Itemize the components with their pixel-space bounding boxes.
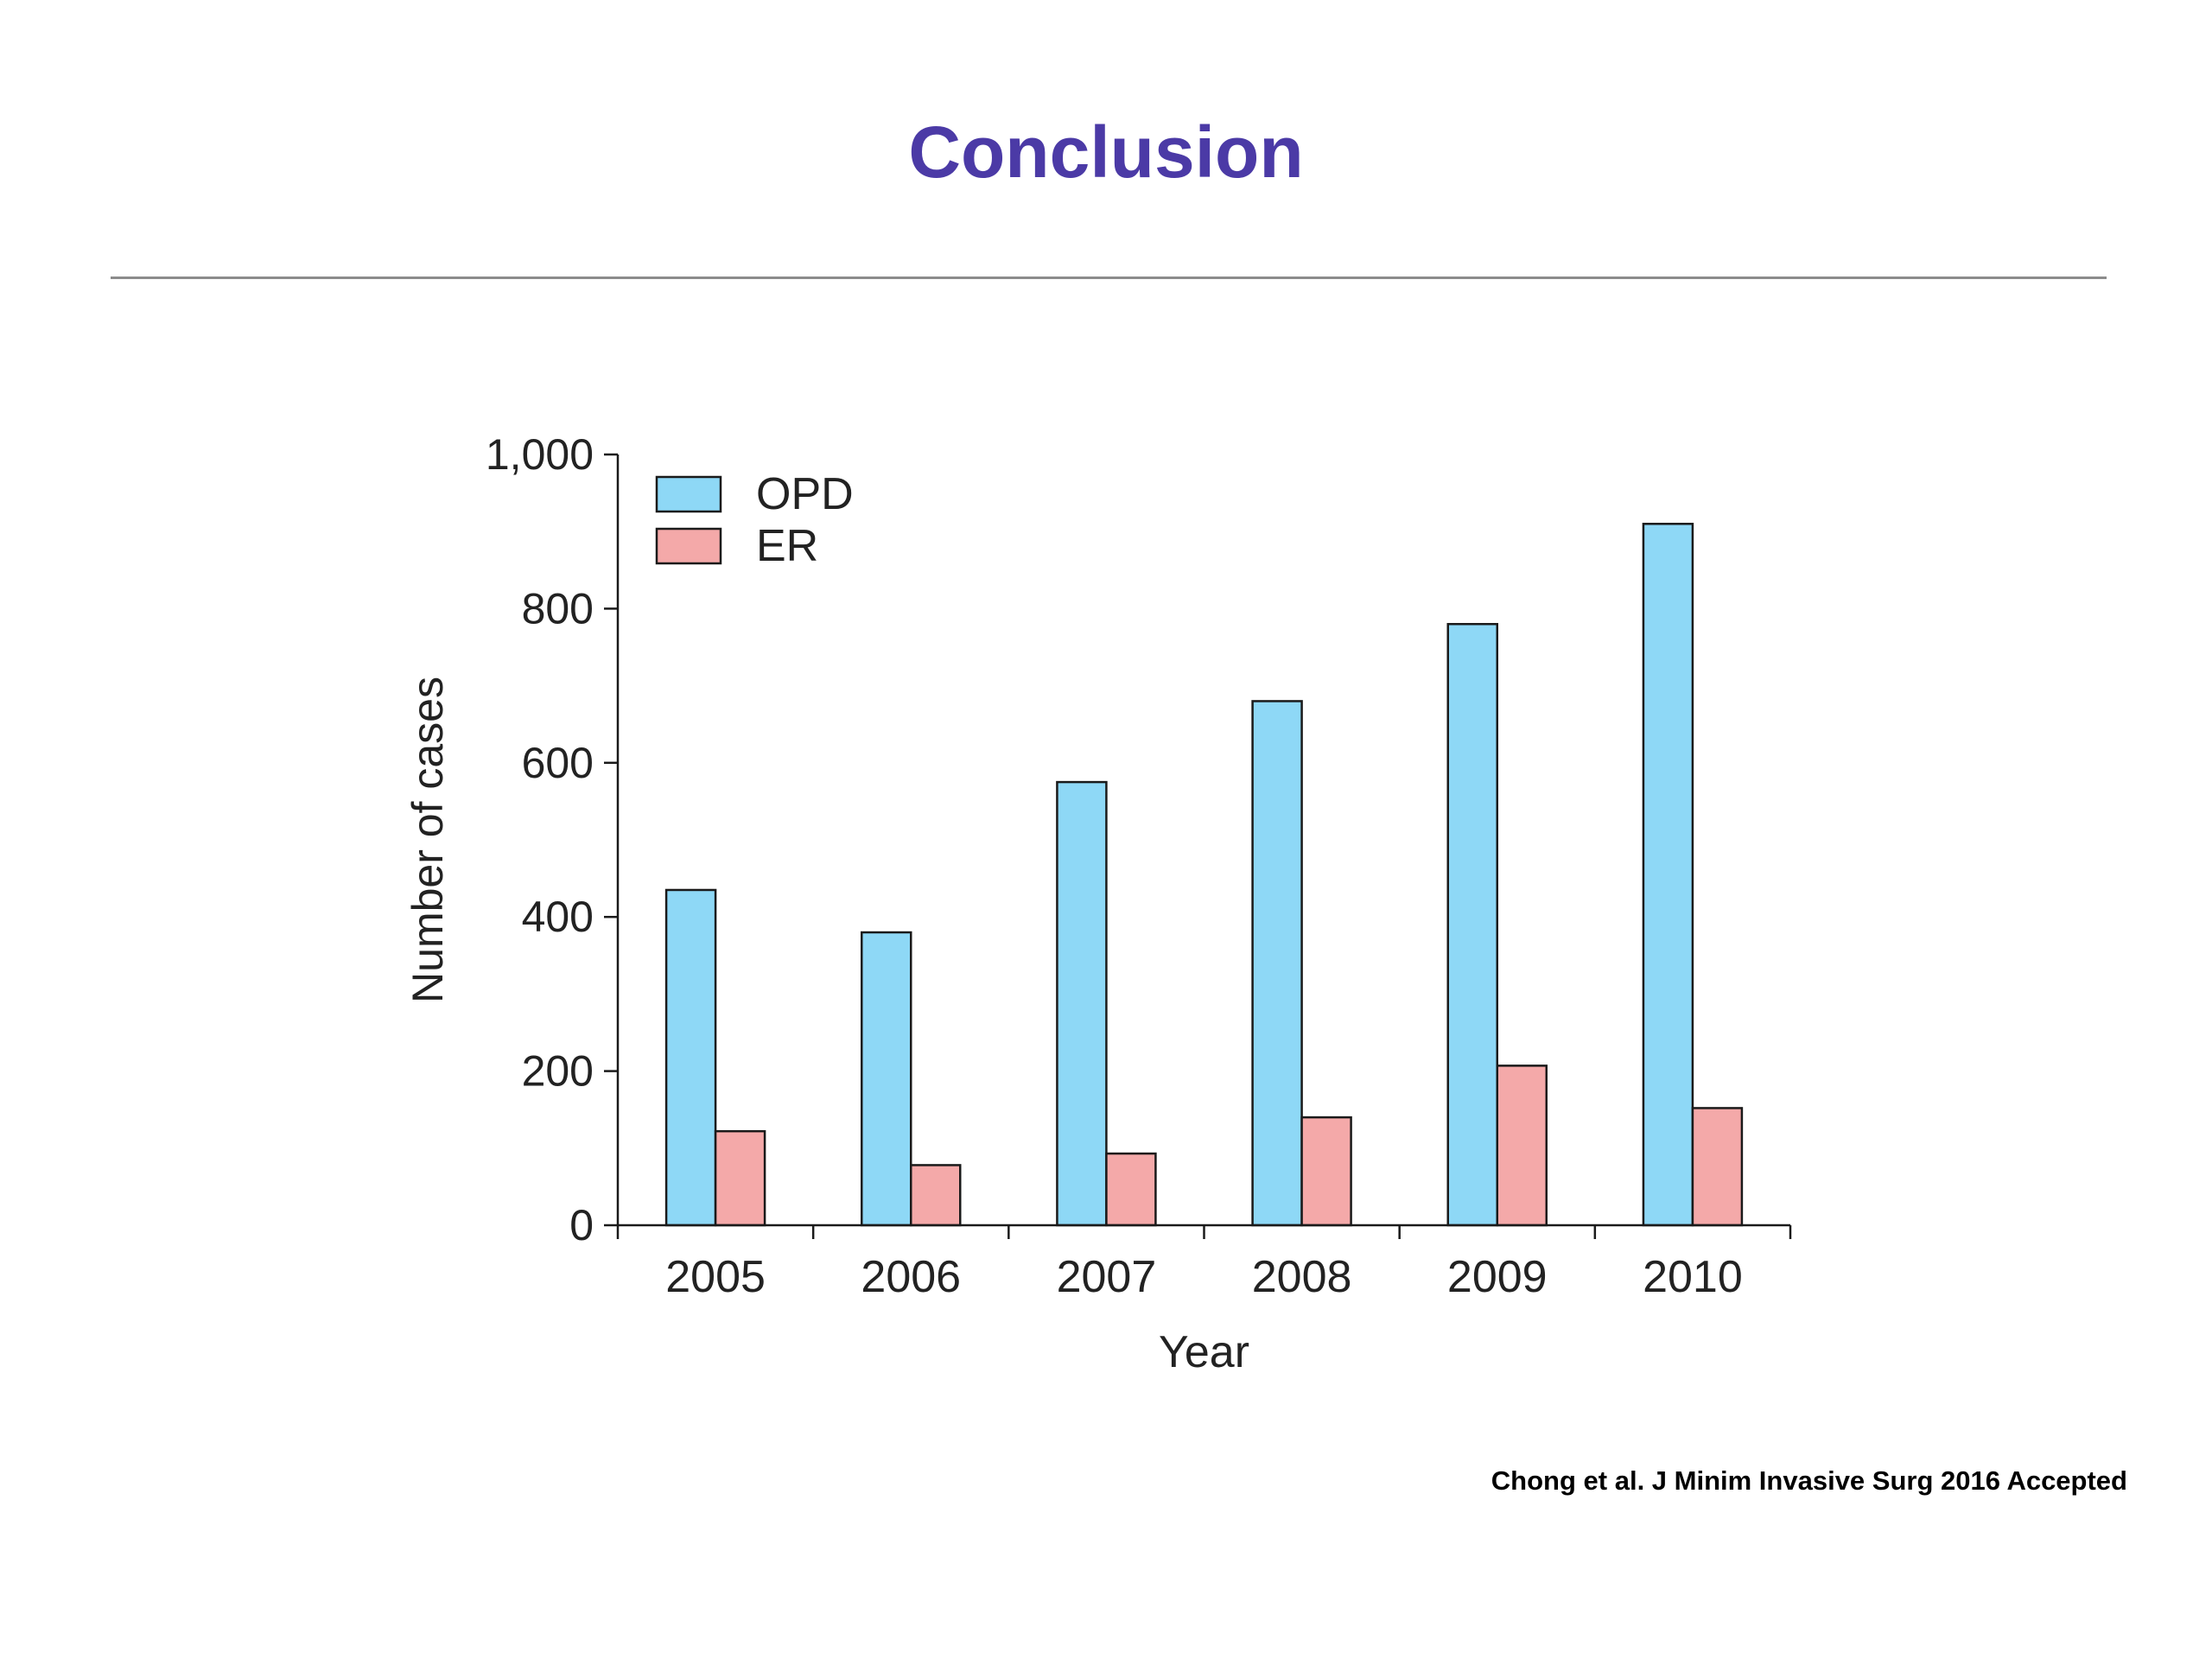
legend-label-opd: OPD xyxy=(756,469,854,519)
axes-layer: 0 200 400 600 800 1,000 2005 2006 2007 2008 2009 20… xyxy=(486,430,1792,1377)
y-tick-label: 200 xyxy=(522,1047,594,1096)
x-axis-label: Year xyxy=(1159,1327,1249,1377)
y-tick-label: 1,000 xyxy=(486,430,594,479)
x-tick-label-2008: 2008 xyxy=(1252,1252,1352,1302)
slide-title: Conclusion xyxy=(908,111,1304,193)
bar-opd-2005 xyxy=(664,888,717,1227)
bar-opd-2009 xyxy=(1446,622,1498,1227)
legend-swatch-er xyxy=(655,527,722,565)
y-axis-label-group: Number of cases xyxy=(404,677,452,1003)
legend-label-er: ER xyxy=(756,521,818,571)
x-tick-label-2009: 2009 xyxy=(1447,1252,1548,1302)
legend-swatch-opd xyxy=(655,475,722,513)
bar-opd-2008 xyxy=(1251,700,1303,1227)
bar-er-2009 xyxy=(1496,1065,1548,1227)
bar-opd-2010 xyxy=(1642,523,1694,1227)
x-tick-label-2005: 2005 xyxy=(665,1252,766,1302)
x-tick-label-2010: 2010 xyxy=(1643,1252,1743,1302)
y-tick-label: 600 xyxy=(522,739,594,787)
bar-opd-2006 xyxy=(861,931,912,1227)
x-tick-label-2007: 2007 xyxy=(1057,1252,1157,1302)
bar-opd-2007 xyxy=(1056,780,1108,1227)
title-divider xyxy=(111,276,2107,279)
y-tick-label: 400 xyxy=(522,893,594,941)
bar-er-2006 xyxy=(910,1164,962,1227)
citation: Chong et al. J Minim Invasive Surg 2016 … xyxy=(1491,1465,2127,1496)
y-tick-label: 0 xyxy=(569,1201,594,1249)
y-axis-label: Number of cases xyxy=(404,677,452,1003)
bar-er-2005 xyxy=(714,1129,766,1227)
y-tick-label: 800 xyxy=(522,584,594,632)
bars-layer xyxy=(664,523,1744,1227)
bar-er-2010 xyxy=(1691,1107,1744,1227)
x-tick-label-2006: 2006 xyxy=(861,1252,961,1302)
bar-er-2007 xyxy=(1105,1152,1157,1227)
bar-er-2008 xyxy=(1300,1116,1352,1227)
